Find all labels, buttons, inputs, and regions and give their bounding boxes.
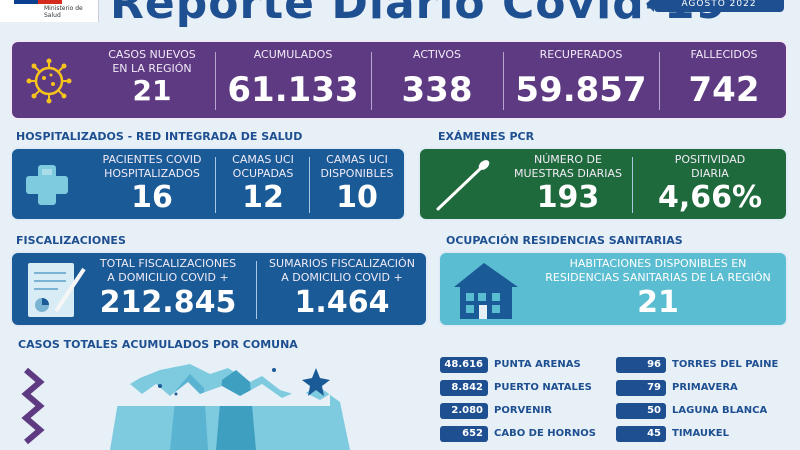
pcr-section-title: EXÁMENES PCR — [438, 130, 535, 143]
fiscal-section-title: FISCALIZACIONES — [16, 234, 126, 247]
stat-recuperados: RECUPERADOS 59.857 — [506, 42, 656, 118]
pac-label-2: HOSPITALIZADOS — [104, 167, 200, 180]
total-label-2: A DOMICILIO COVID + — [107, 271, 229, 284]
uci-ocup-label-1: CAMAS UCI — [232, 153, 294, 166]
activos-label: ACTIVOS — [413, 48, 461, 61]
nuevos-label-2: EN LA REGIÓN — [112, 62, 192, 75]
comuna-name: TIMAUKEL — [672, 428, 729, 439]
total-fiscal-value: 212.845 — [99, 285, 237, 320]
comuna-name: PUERTO NATALES — [494, 382, 592, 393]
stat-uci-disponibles: CAMAS UCI DISPONIBLES 10 — [312, 149, 402, 225]
date-text: AGOSTO 2022 — [681, 0, 757, 9]
comuna-value: 45 — [616, 426, 666, 442]
total-label-1: TOTAL FISCALIZACIONES — [99, 257, 237, 270]
patagonia-illustration — [21, 364, 350, 450]
comuna-value: 50 — [616, 403, 666, 419]
uci-disp-label-1: CAMAS UCI — [326, 153, 388, 166]
house-icon — [454, 263, 518, 319]
ministry-name: Ministerio de Salud — [44, 5, 83, 19]
comuna-value: 8.842 — [440, 380, 488, 396]
ministry-logo: Ministerio de Salud — [0, 0, 99, 22]
pac-label-1: PACIENTES COVID — [102, 153, 202, 166]
comunas-section-title: CASOS TOTALES ACUMULADOS POR COMUNA — [18, 338, 298, 351]
comuna-value: 652 — [440, 426, 488, 442]
comuna-name: CABO DE HORNOS — [494, 428, 596, 439]
uci-disp-label-2: DISPONIBLES — [320, 167, 394, 180]
comuna-name: PORVENIR — [494, 405, 552, 416]
pac-value: 16 — [131, 180, 173, 215]
comuna-value: 79 — [616, 380, 666, 396]
stat-residencias: HABITACIONES DISPONIBLES EN RESIDENCIAS … — [532, 253, 784, 329]
fiscal-card: TOTAL FISCALIZACIONES A DOMICILIO COVID … — [10, 251, 428, 327]
positividad-value: 4,66% — [657, 180, 763, 215]
stat-nuevos: CASOS NUEVOS EN LA REGIÓN 21 — [92, 42, 212, 118]
muestras-label-1: NÚMERO DE — [534, 153, 602, 166]
posit-label-1: POSITIVIDAD — [674, 153, 746, 166]
comuna-name: PUNTA ARENAS — [494, 359, 581, 370]
date-badge: AGOSTO 2022 — [646, 0, 784, 12]
residencias-card: HABITACIONES DISPONIBLES EN RESIDENCIAS … — [438, 251, 788, 327]
swab-icon — [436, 160, 490, 211]
residencias-label-1: HABITACIONES DISPONIBLES EN — [569, 257, 747, 270]
stat-fallecidos: FALLECIDOS 742 — [662, 42, 786, 118]
nuevos-value: 21 — [132, 74, 172, 107]
stat-sumarios: SUMARIOS FISCALIZACIÓN A DOMICILIO COVID… — [260, 253, 424, 329]
recuperados-label: RECUPERADOS — [539, 48, 623, 61]
hospital-section-title: HOSPITALIZADOS - RED INTEGRADA DE SALUD — [16, 130, 303, 143]
uci-disp-value: 10 — [336, 180, 378, 215]
pcr-card: NÚMERO DE MUESTRAS DIARIAS 193 POSITIVID… — [418, 147, 788, 221]
stat-activos: ACTIVOS 338 — [374, 42, 500, 118]
stat-pacientes: PACIENTES COVID HOSPITALIZADOS 16 — [90, 149, 214, 225]
sumarios-value: 1.464 — [294, 285, 390, 320]
activos-value: 338 — [401, 70, 473, 110]
fallecidos-value: 742 — [688, 70, 760, 110]
uci-ocup-value: 12 — [242, 180, 284, 215]
stat-positividad: POSITIVIDAD DIARIA 4,66% — [636, 149, 784, 225]
comuna-value: 48.616 — [440, 357, 488, 373]
comuna-name: LAGUNA BLANCA — [672, 405, 768, 416]
comuna-value: 2.080 — [440, 403, 488, 419]
residencias-label-2: RESIDENCIAS SANITARIAS DE LA REGIÓN — [545, 271, 771, 284]
residencias-section-title: OCUPACIÓN RESIDENCIAS SANITARIAS — [446, 234, 683, 247]
virus-icon — [26, 58, 72, 104]
medical-cross-icon — [26, 165, 68, 205]
hospital-card: PACIENTES COVID HOSPITALIZADOS 16 CAMAS … — [10, 147, 406, 221]
fallecidos-label: FALLECIDOS — [690, 48, 758, 61]
sumarios-label-1: SUMARIOS FISCALIZACIÓN — [269, 257, 415, 270]
recuperados-value: 59.857 — [515, 70, 647, 110]
page-title: Reporte Diario Covid-19 — [110, 0, 728, 29]
comuna-value: 96 — [616, 357, 666, 373]
stat-muestras: NÚMERO DE MUESTRAS DIARIAS 193 — [508, 149, 628, 225]
comuna-name: PRIMAVERA — [672, 382, 738, 393]
residencias-value: 21 — [637, 285, 679, 320]
acumulados-value: 61.133 — [227, 70, 359, 110]
comuna-name: TORRES DEL PAINE — [672, 359, 779, 370]
sumarios-label-2: A DOMICILIO COVID + — [281, 271, 403, 284]
posit-label-2: DIARIA — [691, 167, 729, 180]
muestras-label-2: MUESTRAS DIARIAS — [513, 167, 623, 180]
stat-total-fiscal: TOTAL FISCALIZACIONES A DOMICILIO COVID … — [88, 253, 248, 329]
summary-card: CASOS NUEVOS EN LA REGIÓN 21 ACUMULADOS … — [10, 40, 788, 120]
nuevos-label-1: CASOS NUEVOS — [108, 48, 196, 61]
clipboard-icon — [28, 263, 86, 317]
stat-acumulados: ACUMULADOS 61.133 — [218, 42, 368, 118]
uci-ocup-label-2: OCUPADAS — [232, 167, 294, 180]
acumulados-label: ACUMULADOS — [253, 48, 333, 61]
muestras-value: 193 — [536, 180, 600, 215]
stat-uci-ocupadas: CAMAS UCI OCUPADAS 12 — [218, 149, 308, 225]
